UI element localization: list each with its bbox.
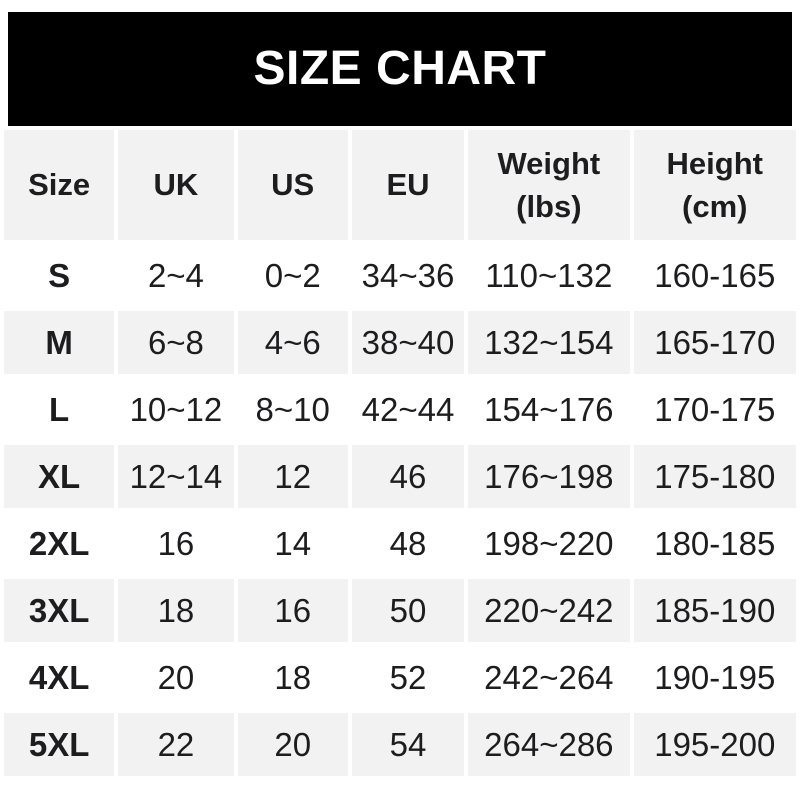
uk-cell: 22 bbox=[118, 713, 234, 776]
eu-cell: 52 bbox=[351, 646, 465, 709]
size-chart-table: Size UK US EU Weight (lbs) Height (cm) bbox=[0, 126, 800, 780]
uk-cell: 20 bbox=[118, 646, 234, 709]
column-header-eu: EU bbox=[351, 130, 465, 240]
uk-cell: 12~14 bbox=[118, 445, 234, 508]
size-cell: 3XL bbox=[4, 579, 115, 642]
eu-cell: 50 bbox=[351, 579, 465, 642]
us-cell: 20 bbox=[237, 713, 348, 776]
height-cell: 190-195 bbox=[633, 646, 796, 709]
column-header-us: US bbox=[237, 130, 348, 240]
column-header-sub: (lbs) bbox=[516, 189, 582, 224]
size-cell: M bbox=[4, 311, 115, 374]
us-cell: 8~10 bbox=[237, 378, 348, 441]
us-cell: 18 bbox=[237, 646, 348, 709]
table-row: 3XL 18 16 50 220~242 185-190 bbox=[4, 579, 796, 642]
size-cell: 2XL bbox=[4, 512, 115, 575]
weight-cell: 154~176 bbox=[468, 378, 630, 441]
column-header-sub: (cm) bbox=[682, 189, 748, 224]
uk-cell: 10~12 bbox=[118, 378, 234, 441]
column-header-height: Height (cm) bbox=[633, 130, 796, 240]
height-cell: 165-170 bbox=[633, 311, 796, 374]
page-title: SIZE CHART bbox=[253, 42, 547, 95]
height-cell: 170-175 bbox=[633, 378, 796, 441]
weight-cell: 220~242 bbox=[468, 579, 630, 642]
us-cell: 4~6 bbox=[237, 311, 348, 374]
eu-cell: 42~44 bbox=[351, 378, 465, 441]
eu-cell: 34~36 bbox=[351, 244, 465, 307]
height-cell: 195-200 bbox=[633, 713, 796, 776]
column-header-label: Size bbox=[28, 167, 91, 203]
uk-cell: 18 bbox=[118, 579, 234, 642]
height-cell: 180-185 bbox=[633, 512, 796, 575]
size-chart-banner: SIZE CHART bbox=[8, 12, 792, 126]
size-cell: 4XL bbox=[4, 646, 115, 709]
table-row: L 10~12 8~10 42~44 154~176 170-175 bbox=[4, 378, 796, 441]
height-cell: 175-180 bbox=[633, 445, 796, 508]
table-row: XL 12~14 12 46 176~198 175-180 bbox=[4, 445, 796, 508]
us-cell: 14 bbox=[237, 512, 348, 575]
column-header-weight: Weight (lbs) bbox=[468, 130, 630, 240]
column-header-label: US bbox=[271, 167, 315, 203]
table-row: S 2~4 0~2 34~36 110~132 160-165 bbox=[4, 244, 796, 307]
column-header-label: EU bbox=[386, 167, 430, 203]
weight-cell: 198~220 bbox=[468, 512, 630, 575]
size-cell: L bbox=[4, 378, 115, 441]
column-header-label: UK bbox=[153, 167, 199, 203]
height-cell: 160-165 bbox=[633, 244, 796, 307]
size-cell: XL bbox=[4, 445, 115, 508]
column-header-uk: UK bbox=[118, 130, 234, 240]
table-row: 4XL 20 18 52 242~264 190-195 bbox=[4, 646, 796, 709]
size-cell: 5XL bbox=[4, 713, 115, 776]
table-row: 2XL 16 14 48 198~220 180-185 bbox=[4, 512, 796, 575]
uk-cell: 6~8 bbox=[118, 311, 234, 374]
us-cell: 16 bbox=[237, 579, 348, 642]
size-cell: S bbox=[4, 244, 115, 307]
page: { "colors": { "banner_bg": "#000000", "b… bbox=[0, 12, 800, 812]
column-header-label: Weight bbox=[497, 145, 601, 181]
uk-cell: 2~4 bbox=[118, 244, 234, 307]
eu-cell: 54 bbox=[351, 713, 465, 776]
column-header-size: Size bbox=[4, 130, 115, 240]
eu-cell: 48 bbox=[351, 512, 465, 575]
uk-cell: 16 bbox=[118, 512, 234, 575]
eu-cell: 38~40 bbox=[351, 311, 465, 374]
eu-cell: 46 bbox=[351, 445, 465, 508]
header-row: Size UK US EU Weight (lbs) Height (cm) bbox=[4, 130, 796, 240]
column-header-label: Height bbox=[666, 145, 763, 181]
table-row: 5XL 22 20 54 264~286 195-200 bbox=[4, 713, 796, 776]
us-cell: 12 bbox=[237, 445, 348, 508]
weight-cell: 176~198 bbox=[468, 445, 630, 508]
table-row: M 6~8 4~6 38~40 132~154 165-170 bbox=[4, 311, 796, 374]
us-cell: 0~2 bbox=[237, 244, 348, 307]
height-cell: 185-190 bbox=[633, 579, 796, 642]
weight-cell: 242~264 bbox=[468, 646, 630, 709]
weight-cell: 110~132 bbox=[468, 244, 630, 307]
weight-cell: 264~286 bbox=[468, 713, 630, 776]
weight-cell: 132~154 bbox=[468, 311, 630, 374]
